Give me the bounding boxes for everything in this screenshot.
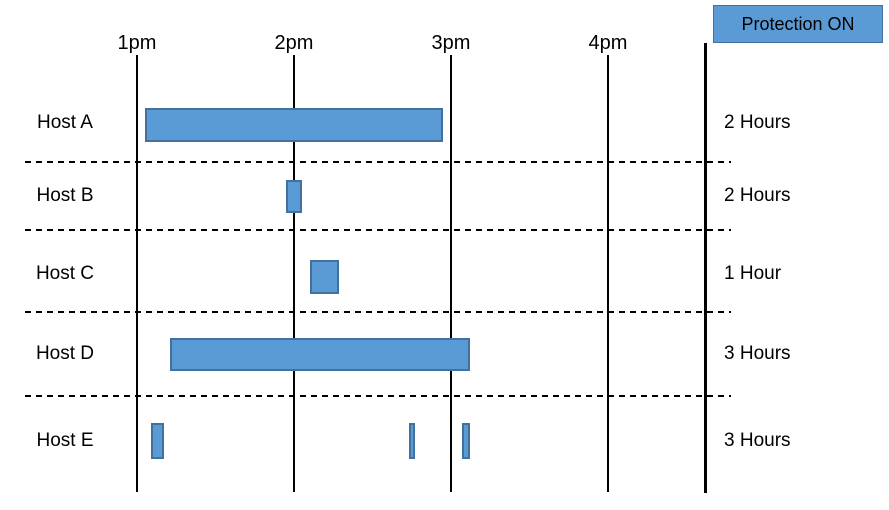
time-tick-label: 4pm <box>588 32 628 54</box>
hour-gridline <box>450 55 452 492</box>
row-separator <box>25 161 731 163</box>
protection-on-legend: Protection ON <box>713 5 883 43</box>
protection-on-legend-label: Protection ON <box>741 13 855 34</box>
protection-bar <box>151 423 164 459</box>
row-separator <box>25 229 731 231</box>
chart-right-border <box>704 43 707 493</box>
host-label: Host A <box>37 112 93 133</box>
hour-gridline <box>293 55 295 492</box>
protection-bar <box>170 338 470 371</box>
protection-bar <box>286 180 302 213</box>
host-label: Host C <box>35 263 95 284</box>
hour-gridline <box>136 55 138 492</box>
duration-label: 2 Hours <box>724 112 791 133</box>
host-label: Host D <box>35 343 95 364</box>
duration-label: 2 Hours <box>724 185 791 206</box>
protection-bar <box>408 423 415 459</box>
duration-label: 1 Hour <box>724 263 782 284</box>
hour-gridline <box>607 55 609 492</box>
row-separator <box>25 395 731 397</box>
protection-bar <box>462 423 470 459</box>
host-label: Host B <box>36 185 94 206</box>
protection-bar <box>144 108 444 142</box>
duration-label: 3 Hours <box>724 430 791 451</box>
protection-bar <box>309 260 340 294</box>
host-label: Host E <box>36 430 94 451</box>
time-tick-label: 1pm <box>117 32 157 54</box>
row-separator <box>25 311 731 313</box>
time-tick-label: 2pm <box>274 32 314 54</box>
time-tick-label: 3pm <box>431 32 471 54</box>
duration-label: 3 Hours <box>724 343 791 364</box>
